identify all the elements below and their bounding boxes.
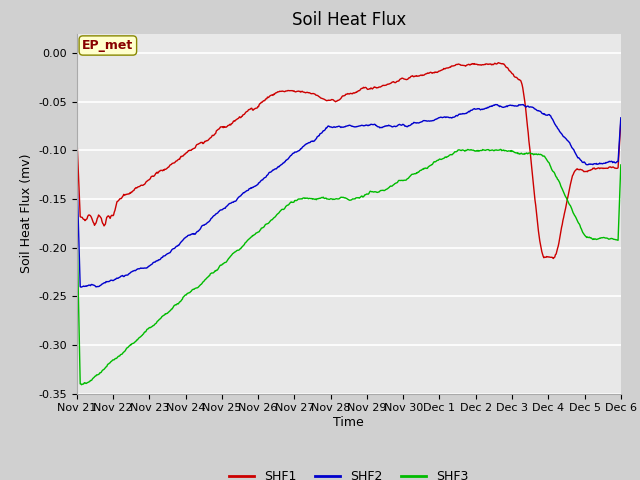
SHF2: [77, 284, 84, 290]
SHF1: [542, 254, 550, 260]
X-axis label: Time: Time: [333, 416, 364, 429]
Title: Soil Heat Flux: Soil Heat Flux: [292, 11, 406, 29]
SHF1: [486, 61, 493, 67]
SHF2: [492, 102, 499, 108]
SHF1: [106, 216, 114, 221]
SHF3: [404, 176, 412, 181]
SHF2: [543, 112, 550, 118]
Line: SHF3: SHF3: [77, 149, 621, 385]
SHF3: [497, 146, 504, 152]
Y-axis label: Soil Heat Flux (mv): Soil Heat Flux (mv): [20, 154, 33, 273]
SHF3: [77, 382, 85, 388]
SHF1: [617, 119, 625, 125]
SHF3: [617, 162, 625, 168]
Line: SHF2: SHF2: [77, 105, 621, 287]
SHF3: [486, 147, 494, 153]
SHF2: [617, 115, 625, 120]
SHF2: [420, 118, 428, 123]
SHF1: [389, 79, 397, 85]
SHF2: [107, 277, 115, 283]
SHF3: [73, 216, 81, 222]
SHF1: [419, 72, 427, 78]
SHF2: [404, 124, 412, 130]
SHF3: [543, 156, 550, 162]
SHF2: [486, 104, 494, 109]
SHF2: [390, 123, 397, 129]
SHF3: [420, 166, 428, 171]
SHF1: [550, 256, 557, 262]
SHF2: [73, 167, 81, 173]
Line: SHF1: SHF1: [77, 63, 621, 259]
SHF1: [403, 77, 411, 83]
Legend: SHF1, SHF2, SHF3: SHF1, SHF2, SHF3: [224, 465, 474, 480]
SHF3: [107, 359, 115, 365]
SHF1: [495, 60, 502, 66]
SHF3: [390, 182, 397, 188]
SHF1: [73, 132, 81, 138]
Text: EP_met: EP_met: [82, 39, 134, 52]
